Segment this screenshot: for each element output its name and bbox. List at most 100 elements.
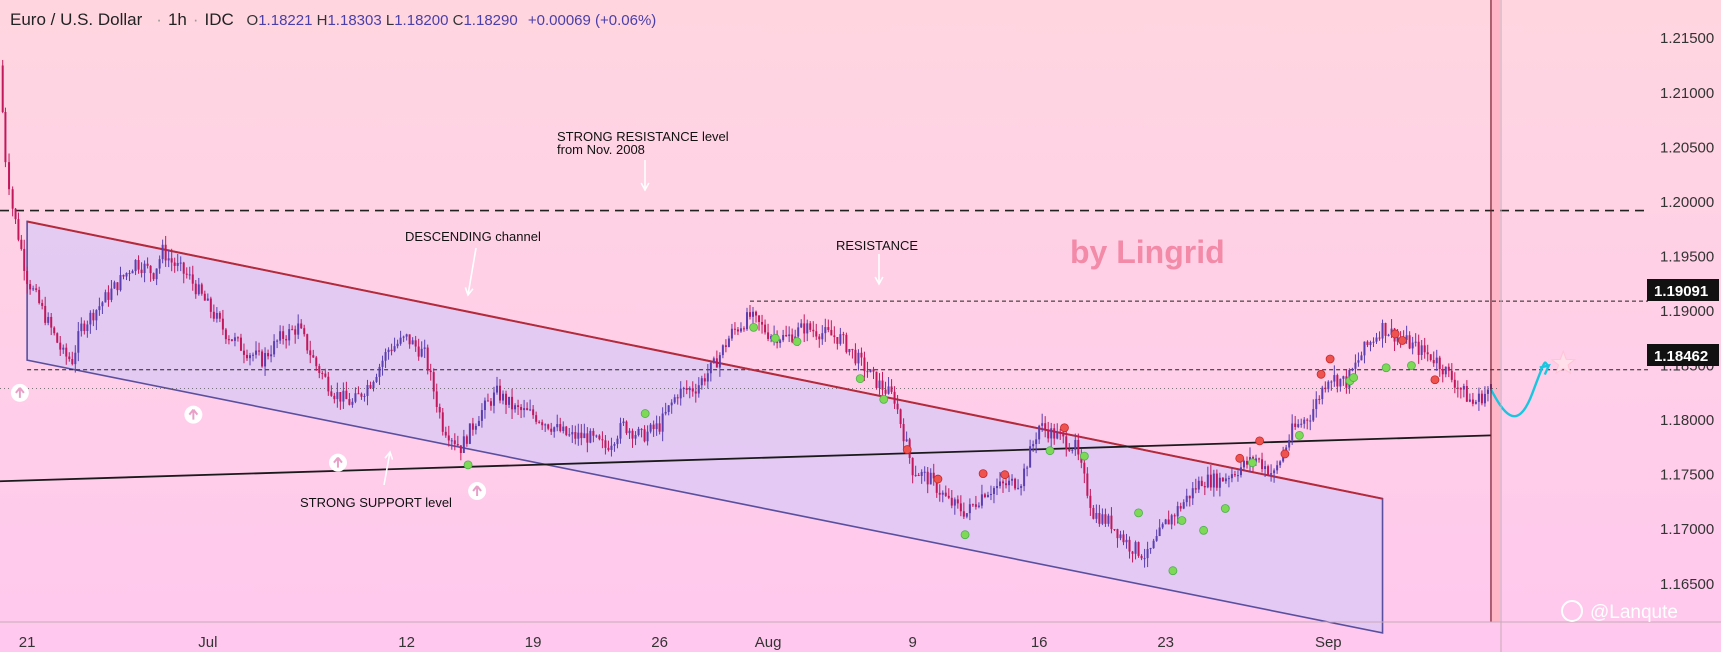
candle <box>273 334 276 358</box>
candle <box>122 274 125 280</box>
candle <box>724 339 727 353</box>
candle-body <box>276 340 279 342</box>
candle <box>1327 380 1330 393</box>
candle-body <box>194 283 197 295</box>
candle-body <box>688 388 691 391</box>
candle-body <box>1297 424 1300 427</box>
sell-signal-marker <box>1255 436 1265 446</box>
candle <box>477 416 480 427</box>
candle-body <box>905 439 908 442</box>
candle-body <box>694 391 697 394</box>
interval-label[interactable]: 1h <box>167 10 187 29</box>
sell-signal-marker <box>933 474 943 484</box>
candle-body <box>845 334 848 353</box>
candle <box>1273 468 1276 483</box>
candle-body <box>131 271 134 274</box>
candle <box>441 407 444 436</box>
candle-body <box>896 403 899 410</box>
candle-body <box>583 433 586 439</box>
candle-body <box>1396 336 1399 342</box>
candle-body <box>477 420 480 426</box>
candle <box>749 305 751 320</box>
candle <box>11 186 14 217</box>
y-tick-label: 1.18000 <box>1660 412 1714 429</box>
candle-body <box>797 327 800 337</box>
buy-signal-marker <box>792 337 802 346</box>
candle-body <box>11 189 14 209</box>
candle <box>529 399 532 412</box>
candle-body <box>818 336 821 340</box>
candle-body <box>592 430 595 436</box>
candle-body <box>670 402 673 406</box>
candle-body <box>836 337 839 344</box>
candle <box>1137 541 1140 558</box>
candle <box>1173 513 1176 526</box>
candle <box>1152 538 1155 549</box>
support-trendline <box>0 434 1491 483</box>
candle-body <box>815 331 818 337</box>
candle <box>842 331 845 344</box>
candle <box>495 376 498 395</box>
candle-body <box>872 369 875 372</box>
candle-body <box>59 342 62 350</box>
candle-body <box>164 244 167 261</box>
buy-signal-marker <box>1248 458 1257 468</box>
candle-body <box>336 392 339 400</box>
close-label: C <box>452 12 464 29</box>
candle <box>1426 344 1429 362</box>
candle <box>197 277 200 296</box>
pivot-up-arrow-icon <box>10 383 29 402</box>
candle-body <box>574 432 577 439</box>
candle <box>402 335 405 343</box>
candle-body <box>170 258 173 263</box>
price-tag-minor: 1.18462 <box>1654 348 1708 365</box>
candle-body <box>405 334 408 337</box>
candle <box>538 420 541 424</box>
candle <box>1209 464 1212 491</box>
candle-body <box>224 329 227 340</box>
open-label: O <box>246 12 259 29</box>
candle-body <box>664 411 667 414</box>
candle <box>848 348 851 356</box>
candle-body <box>610 445 613 450</box>
candle <box>706 364 709 389</box>
candle <box>1306 418 1309 430</box>
candle <box>200 282 203 296</box>
candle <box>1441 364 1444 383</box>
candle-body <box>980 494 983 506</box>
candle-body <box>1 65 4 112</box>
candle-body <box>803 323 806 334</box>
symbol-name[interactable]: Euro / U.S. Dollar <box>10 10 143 29</box>
candle <box>1182 499 1185 510</box>
candle-body <box>1095 513 1098 519</box>
candle-body <box>179 262 182 264</box>
candle <box>98 297 101 316</box>
candle <box>134 259 137 276</box>
candle <box>742 326 745 332</box>
candle <box>1050 422 1053 448</box>
candle <box>839 327 842 346</box>
candle-body <box>1101 514 1104 524</box>
sell-signal-marker <box>1235 453 1245 463</box>
candle <box>1236 470 1239 482</box>
arrow-head <box>874 276 884 286</box>
candle-body <box>98 306 101 311</box>
pivot-arrow <box>333 457 343 468</box>
candle-body <box>1035 439 1038 445</box>
candle <box>255 341 258 359</box>
candle <box>655 415 658 436</box>
candle-body <box>1188 495 1191 499</box>
candle <box>694 383 697 403</box>
candle-body <box>1077 439 1080 455</box>
arrow-head <box>640 182 650 192</box>
candle-body <box>598 435 601 440</box>
candle <box>887 377 890 395</box>
candle <box>239 333 242 352</box>
candle <box>1167 510 1170 525</box>
candle <box>1267 464 1270 476</box>
candle-body <box>270 354 273 357</box>
candle-body <box>848 349 851 353</box>
candle <box>983 492 986 499</box>
candle <box>586 427 589 453</box>
